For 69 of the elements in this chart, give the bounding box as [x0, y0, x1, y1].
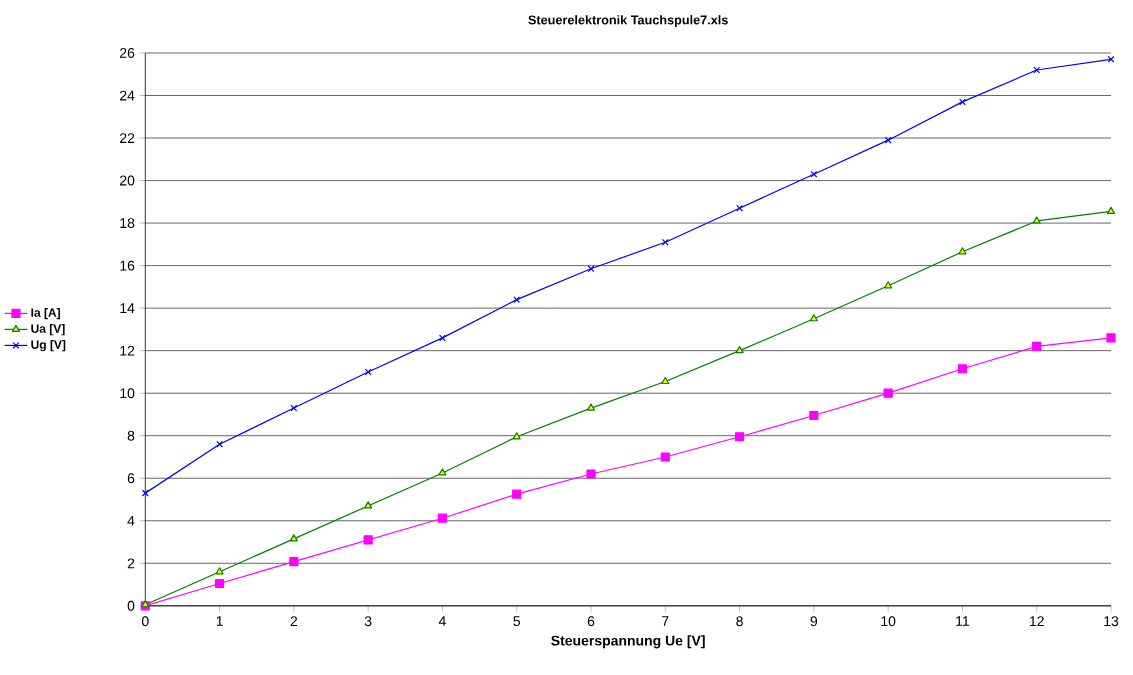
y-tick-label: 2: [127, 558, 135, 569]
x-tick-label: 0: [141, 616, 149, 627]
y-tick-label: 12: [120, 345, 135, 356]
point: [512, 489, 522, 499]
x-tick-label: 8: [736, 616, 743, 627]
x-tick-label: 4: [438, 616, 446, 626]
point: [215, 567, 224, 575]
y-tick-label: 18: [120, 218, 135, 229]
x-tick-label: 11: [956, 616, 970, 626]
x-tick-label: 3: [364, 616, 372, 627]
point: [586, 403, 596, 411]
x-tick-label: 5: [513, 616, 521, 627]
y-tick-label: 8: [127, 430, 135, 441]
x-tick-label: 2: [290, 616, 298, 627]
y-tick-label: 20: [120, 175, 135, 186]
point: [438, 468, 447, 476]
point: [735, 346, 744, 354]
point: [363, 535, 373, 545]
x-tick-label: 9: [810, 616, 818, 627]
y-tick-label: 10: [120, 388, 135, 399]
point: [1106, 333, 1116, 343]
x-tick-label: 13: [1104, 616, 1119, 627]
point: [809, 411, 819, 421]
x-axis-title: Steuerspannung Ue [V]: [551, 635, 705, 649]
point: [364, 501, 373, 509]
y-tick-label: 0: [127, 600, 135, 611]
point: [439, 334, 446, 342]
point: [586, 469, 596, 479]
point: [661, 238, 669, 246]
legend-label: Ua [V]: [31, 324, 65, 336]
legend-label: Ug [V]: [31, 340, 66, 352]
y-tick-label: 22: [120, 133, 135, 144]
x-tick-label: 10: [881, 616, 896, 627]
point: [289, 534, 298, 542]
point: [957, 364, 968, 374]
point: [884, 281, 893, 289]
y-tick-label: 14: [120, 303, 135, 314]
point: [141, 489, 149, 497]
point: [736, 204, 744, 212]
point: [289, 557, 299, 567]
chart-title: Steuerelektronik Tauchspule7.xls: [528, 15, 728, 28]
point: [734, 432, 745, 442]
x-tick-label: 7: [662, 616, 669, 626]
point: [512, 432, 521, 440]
point: [513, 296, 521, 304]
point: [214, 578, 225, 589]
point: [661, 376, 670, 385]
y-tick-label: 24: [120, 90, 135, 101]
x-tick-label: 1: [216, 616, 223, 626]
y-tick-label: 6: [127, 473, 135, 484]
point: [1032, 216, 1041, 224]
point: [1106, 206, 1116, 215]
point: [958, 247, 967, 255]
point: [809, 314, 818, 322]
point: [437, 513, 448, 523]
point: [660, 452, 670, 462]
y-tick-label: 16: [120, 260, 135, 271]
y-tick-label: 26: [120, 48, 135, 59]
x-tick-label: 6: [587, 616, 595, 627]
point: [959, 98, 966, 106]
y-tick-label: 4: [127, 516, 135, 526]
point: [1107, 56, 1115, 63]
legend-label: Ia [A]: [31, 308, 60, 320]
point: [1032, 341, 1042, 352]
point: [587, 265, 595, 273]
x-tick-label: 12: [1030, 616, 1044, 627]
point: [216, 440, 224, 448]
point: [1033, 66, 1041, 74]
point: [883, 388, 893, 398]
